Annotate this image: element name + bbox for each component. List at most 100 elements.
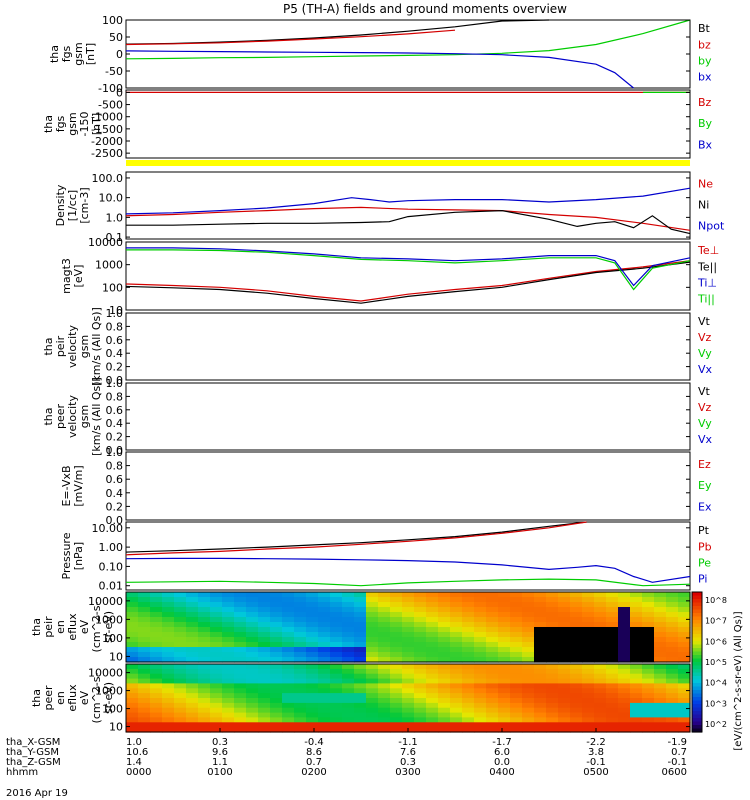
heatmap-cell [378,597,391,603]
heatmap-cell [474,717,487,723]
heatmap-cell [378,673,391,680]
heatmap-cell [150,637,163,643]
heatmap-cell [486,717,499,723]
heatmap-cell [462,637,475,643]
heatmap-cell [618,678,631,685]
heatmap-cell [126,597,139,603]
heatmap-cell [234,612,247,618]
heatmap-cell [150,678,163,685]
heatmap-cell [294,693,307,699]
colorbar-tick-label: 10^2 [705,720,727,729]
heatmap-cell [438,617,451,623]
heatmap-cell [162,597,175,603]
heatmap-cell [606,612,619,618]
heatmap-cell [342,592,355,598]
heatmap-cell [630,668,643,675]
heatmap-cell [606,642,619,648]
heatmap-cell [450,712,463,719]
legend-entry: Vy [698,417,712,430]
heatmap-cell [174,602,187,608]
heatmap-cell [306,688,319,694]
heatmap-cell [150,592,163,598]
heatmap-cell [462,652,475,658]
heatmap-cell [498,642,511,648]
heatmap-cell [330,627,343,633]
heatmap-cell [462,668,475,675]
heatmap-cell [378,627,391,633]
y-axis-label: thapeerenefluxeV(cm^2-s-sr-eV) [30,673,115,724]
heatmap-cell [150,707,163,714]
heatmap-cell [630,642,643,648]
heatmap-cell [390,673,403,680]
heatmap-cell [378,657,391,663]
heatmap-cell [666,597,679,603]
heatmap-cell [582,707,595,714]
heatmap-cell [330,632,343,638]
heatmap-cell [678,727,691,733]
heatmap-cell [462,698,475,704]
heatmap-cell [378,664,391,670]
heatmap-cell [498,607,511,613]
heatmap-cell [426,702,439,709]
heatmap-cell [138,602,151,608]
heatmap-cell [630,717,643,723]
heatmap-cell [186,632,199,638]
heatmap-cell [558,637,571,643]
heatmap-cell [282,652,295,658]
colorbar-segment [692,606,702,611]
heatmap-cell [402,693,415,699]
heatmap-cell [198,678,211,685]
colorbar-segment [692,725,702,730]
heatmap-cell [570,707,583,714]
x-row-value: 0200 [301,767,326,778]
heatmap-cell [606,702,619,709]
heatmap-cell [558,702,571,709]
heatmap-cell [138,637,151,643]
heatmap-cell [150,727,163,733]
heatmap-cell [186,657,199,663]
colorbar-segment [692,672,702,677]
heatmap-cell [414,702,427,709]
heatmap-cell [474,688,487,694]
colorbar-segment [692,602,702,607]
heatmap-cell [474,664,487,670]
heatmap-cell [666,607,679,613]
heatmap-cell [378,702,391,709]
heatmap-cell [426,592,439,598]
y-tick-label: -50 [105,65,123,78]
heatmap-cell [582,678,595,685]
heatmap-cell [666,612,679,618]
heatmap-cell [186,717,199,723]
heatmap-cell [606,707,619,714]
heatmap-cell [606,673,619,680]
heatmap-cell [654,622,667,628]
heatmap-cell [630,707,643,714]
heatmap-cell [426,607,439,613]
heatmap-cell [354,722,367,728]
legend-entry: Ex [698,500,712,513]
heatmap-cell [642,597,655,603]
heatmap-cell [378,602,391,608]
heatmap-cell [258,683,271,689]
heatmap-cell [282,717,295,723]
heatmap-cell [330,607,343,613]
heatmap-cell [126,698,139,704]
heatmap-cell [558,612,571,618]
heatmap-cell [618,657,631,663]
heatmap-cell [414,597,427,603]
heatmap-cell [234,717,247,723]
heatmap-cell [414,712,427,719]
heatmap-cell [630,622,643,628]
heatmap-cell [450,673,463,680]
heatmap-cell [222,597,235,603]
heatmap-cell [354,597,367,603]
y-axis-label: thapeirenefluxeV(cm^2-s-sr-eV) [30,602,115,653]
heatmap-cell [414,657,427,663]
heatmap-cell [642,727,655,733]
heatmap-cell [342,688,355,694]
heatmap-cell [546,642,559,648]
heatmap-cell [402,652,415,658]
colorbar-segment [692,641,702,646]
heatmap-cell [150,688,163,694]
